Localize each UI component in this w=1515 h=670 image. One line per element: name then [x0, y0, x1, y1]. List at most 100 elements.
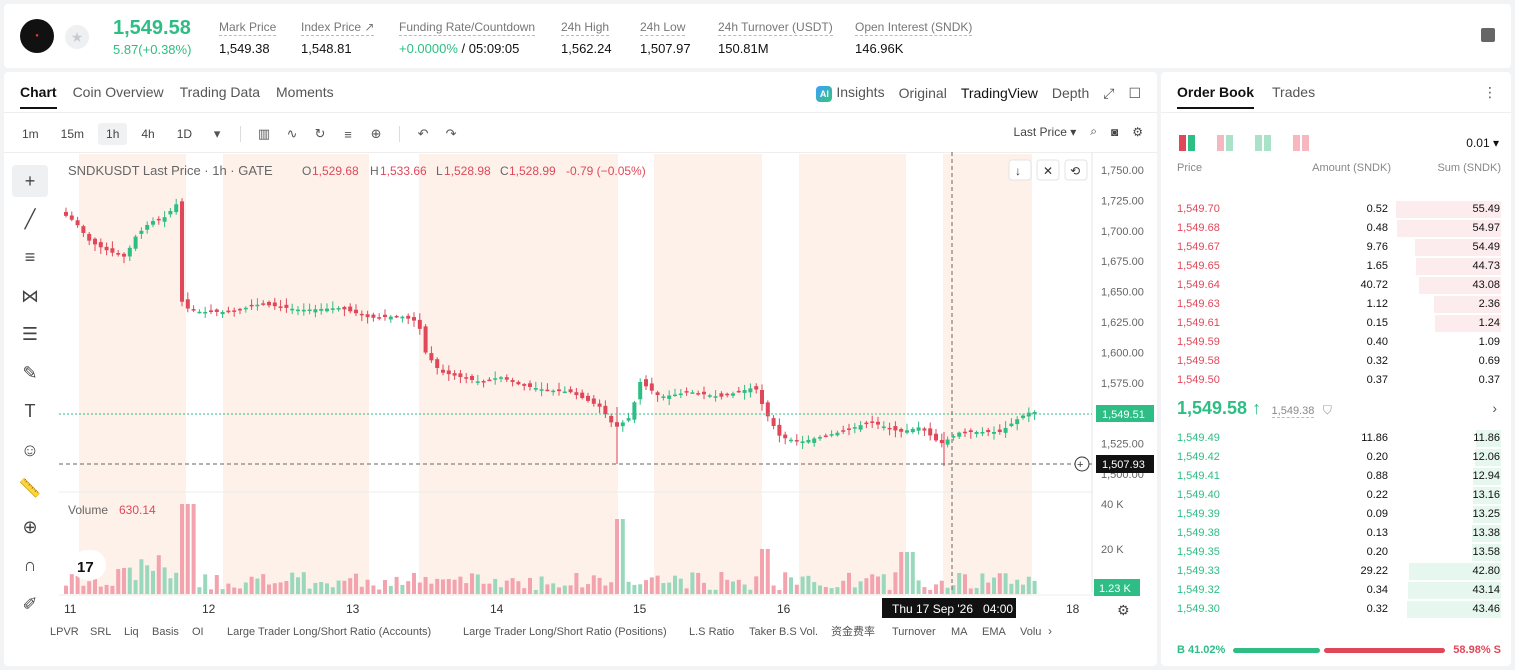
tab-trading-data[interactable]: Trading Data	[179, 84, 261, 100]
orderbook-row[interactable]: 1,549.33 29.22 42.80	[1161, 562, 1511, 581]
indicator-item[interactable]: L.S Ratio	[689, 626, 734, 638]
orderbook-row[interactable]: 1,549.30 0.32 43.46	[1161, 600, 1511, 619]
indicator-item[interactable]: Liq	[124, 626, 139, 638]
index-price-stat[interactable]: Index Price ↗ 1,548.81	[301, 20, 375, 56]
orderbook-row[interactable]: 1,549.41 0.88 12.94	[1161, 467, 1511, 486]
view-original[interactable]: Original	[898, 85, 947, 101]
orderbook-row[interactable]: 1,549.65 1.65 44.73	[1161, 257, 1511, 276]
divider	[4, 112, 1157, 113]
asks-mode-icon[interactable]	[1217, 135, 1233, 151]
volume-bar	[406, 581, 411, 594]
orderbook-row[interactable]: 1,549.58 0.32 0.69	[1161, 352, 1511, 371]
mid-price-row[interactable]: 1,549.58 ↑ 1,549.38 ⛉ ›	[1177, 398, 1497, 422]
timeframe-1m[interactable]: 1m	[22, 127, 39, 141]
tab-trades[interactable]: Trades	[1272, 84, 1316, 100]
orderbook-row[interactable]: 1,549.68 0.48 54.97	[1161, 219, 1511, 238]
orderbook-row[interactable]: 1,549.67 9.76 54.49	[1161, 238, 1511, 257]
orderbook-row[interactable]: 1,549.35 0.20 13.58	[1161, 543, 1511, 562]
orderbook-row[interactable]: 1,549.42 0.20 12.06	[1161, 448, 1511, 467]
depth-bar	[1434, 315, 1501, 332]
orderbook-row[interactable]: 1,549.64 40.72 43.08	[1161, 276, 1511, 295]
templates-icon[interactable]: ≡	[344, 126, 352, 142]
sells-mode-icon[interactable]	[1293, 135, 1309, 151]
price-chart[interactable]: SNDKUSDT Last Price · 1h · GATE O 1,529.6…	[4, 72, 1157, 666]
tradingview-logo-icon[interactable]	[72, 550, 106, 580]
chevron-down-icon[interactable]: ▾	[213, 126, 221, 141]
orderbook-row[interactable]: 1,549.50 0.37 0.37	[1161, 371, 1511, 390]
brush-icon[interactable]: ✎	[22, 362, 38, 383]
indicator-item[interactable]: EMA	[982, 626, 1007, 638]
insights-button[interactable]: AI Insights	[816, 84, 885, 102]
tab-coin-overview[interactable]: Coin Overview	[72, 84, 164, 100]
indicator-item[interactable]: LPVR	[50, 626, 79, 638]
volume-bar	[290, 572, 295, 594]
indicator-item[interactable]: Basis	[152, 626, 179, 638]
expand-icon[interactable]: ⤢	[1103, 84, 1115, 101]
chevron-right-icon[interactable]: ›	[1048, 624, 1052, 638]
add-alert-crosshair-icon[interactable]	[1074, 456, 1090, 472]
collapse-legend-button[interactable]	[1008, 159, 1032, 181]
chevron-right-icon[interactable]: ›	[1492, 400, 1497, 416]
gear-icon[interactable]: ⚙	[1132, 124, 1143, 139]
tab-chart[interactable]: Chart	[20, 84, 57, 109]
indicator-item[interactable]: MA	[951, 626, 968, 638]
timeframe-15m[interactable]: 15m	[60, 127, 85, 141]
redo-icon[interactable]: ↷	[445, 126, 457, 141]
horizontal-lines-icon[interactable]: ≡	[24, 247, 36, 268]
pencil-icon[interactable]: ✐	[22, 593, 38, 614]
orderbook-row[interactable]: 1,549.59 0.40 1.09	[1161, 333, 1511, 352]
favorite-star-icon[interactable]: ★	[65, 25, 89, 49]
indicator-item[interactable]: Taker B.S Vol.	[749, 626, 818, 638]
tab-order-book[interactable]: Order Book	[1177, 84, 1255, 109]
text-icon[interactable]: T	[24, 401, 36, 422]
undo-icon[interactable]: ↶	[417, 126, 429, 141]
timeframe-1d[interactable]: 1D	[176, 127, 193, 141]
indicator-item[interactable]: SRL	[90, 626, 111, 638]
trend-line-icon[interactable]: ╱	[24, 208, 36, 229]
camera-icon[interactable]: ◙	[1110, 124, 1119, 139]
bids-mode-icon[interactable]	[1255, 135, 1271, 151]
zoom-in-icon[interactable]: ⊕	[22, 516, 38, 537]
close-legend-button[interactable]	[1036, 159, 1060, 181]
indicator-item[interactable]: Turnover	[892, 626, 936, 638]
pattern-icon[interactable]: ⋈	[21, 285, 39, 306]
price-tick: 1,625.00	[1101, 317, 1144, 329]
tab-moments[interactable]: Moments	[276, 84, 334, 100]
orderbook-row[interactable]: 1,549.32 0.34 43.14	[1161, 581, 1511, 600]
magnet-icon[interactable]: ∩	[23, 555, 37, 576]
more-options-icon[interactable]: ⋮	[1483, 84, 1497, 100]
orderbook-row[interactable]: 1,549.39 0.09 13.25	[1161, 505, 1511, 524]
indicator-item[interactable]: OI	[192, 626, 204, 638]
timeframe-4h[interactable]: 4h	[141, 127, 155, 141]
candle-type-icon[interactable]: ▥	[257, 126, 271, 141]
indicator-item[interactable]: 资金费率	[831, 624, 875, 638]
orderbook-row[interactable]: 1,549.63 1.12 2.36	[1161, 295, 1511, 314]
emoji-icon[interactable]: ☺	[20, 439, 40, 460]
price-type-select[interactable]: Last Price ▾	[1013, 124, 1077, 139]
orderbook-row[interactable]: 1,549.70 0.52 55.49	[1161, 200, 1511, 219]
chart-settings-icon[interactable]: ⚙	[1117, 602, 1130, 618]
window-icon[interactable]: ☐	[1128, 84, 1141, 101]
both-sides-mode-icon[interactable]	[1179, 135, 1195, 151]
timeframe-1h[interactable]: 1h	[98, 123, 128, 145]
ruler-icon[interactable]: 📏	[18, 478, 42, 499]
refresh-legend-button[interactable]	[1064, 159, 1088, 181]
orderbook-row[interactable]: 1,549.61 0.15 1.24	[1161, 314, 1511, 333]
add-alert-icon[interactable]: ⊕	[370, 126, 382, 141]
view-tradingview[interactable]: TradingView	[960, 85, 1038, 101]
orderbook-row[interactable]: 1,549.40 0.22 13.16	[1161, 486, 1511, 505]
fib-icon[interactable]: ☰	[21, 324, 39, 345]
indicator-item[interactable]: Large Trader Long/Short Ratio (Accounts)	[227, 626, 431, 638]
contract-info-icon[interactable]	[1481, 28, 1495, 42]
indicator-item[interactable]: Volu	[1020, 626, 1041, 638]
crosshair-icon[interactable]: +	[12, 165, 48, 197]
indicator-item[interactable]: Large Trader Long/Short Ratio (Positions…	[463, 626, 667, 638]
orderbook-row[interactable]: 1,549.38 0.13 13.38	[1161, 524, 1511, 543]
replay-icon[interactable]: ↻	[314, 126, 326, 141]
view-depth[interactable]: Depth	[1051, 85, 1090, 101]
indicators-icon[interactable]: ∿	[286, 126, 298, 141]
tick-size-select[interactable]: 0.01 ▾	[1466, 136, 1499, 150]
search-icon[interactable]: ⌕	[1090, 124, 1097, 138]
volume-bar	[696, 572, 701, 594]
orderbook-row[interactable]: 1,549.49 11.86 11.86	[1161, 429, 1511, 448]
